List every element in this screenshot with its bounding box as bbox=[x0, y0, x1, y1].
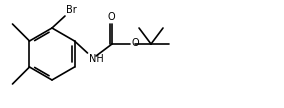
Text: NH: NH bbox=[89, 54, 103, 64]
Text: O: O bbox=[131, 38, 139, 48]
Text: O: O bbox=[107, 12, 115, 22]
Text: Br: Br bbox=[66, 5, 77, 15]
